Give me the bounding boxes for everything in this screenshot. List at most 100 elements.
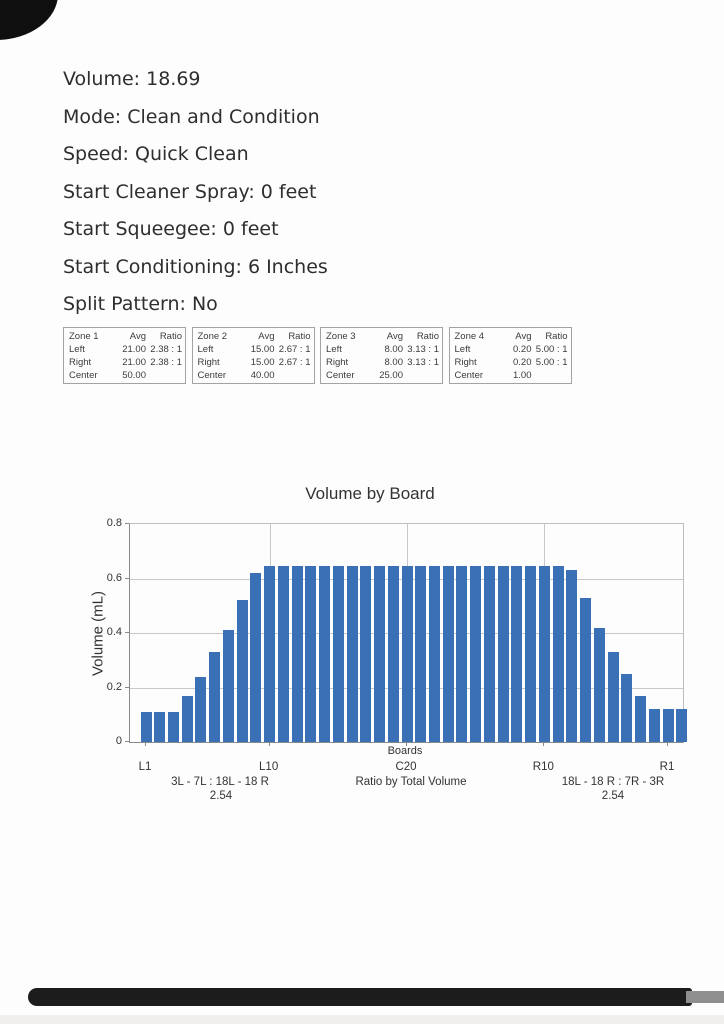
zone-row-left: Left 21.00 2.38 : 1 [69,344,182,355]
bar-R9 [552,566,564,742]
scan-artifact-bottom-edge [0,1015,724,1024]
bar-undefined [676,709,688,742]
zone-row-right: Right 15.00 2.67 : 1 [197,357,311,368]
bar-R19 [415,566,427,742]
y-tick-mark [125,686,129,688]
chart-title: Volume by Board [305,484,435,503]
settings-line: Speed: Quick Clean [63,143,249,165]
settings-line: Start Cleaner Spray: 0 feet [63,180,317,203]
y-tick-mark [125,632,129,633]
settings-line: Start Conditioning: 6 Inches [63,255,328,278]
bar-R1 [662,709,674,742]
x-axis-title: Boards [387,745,423,757]
bar-L17 [360,566,372,742]
bar-L14 [319,566,331,742]
ratio-header: Ratio [159,331,182,342]
x-tick-mark [667,742,668,746]
avg-header: Avg [386,331,403,342]
bar-R14 [483,566,495,742]
bar-L15 [332,566,344,742]
bar-L13 [305,566,317,742]
y-tick-mark [125,577,129,579]
zone-row-center: Center 50.00 [69,370,146,381]
bar-L1 [140,712,152,742]
x-tick-mark [406,742,407,746]
y-tick-mark [125,741,129,742]
x-tick-label-L10: L10 [259,761,279,773]
bar-L16 [346,566,358,742]
y-tick-label: 0.8 [106,517,122,529]
bar-L5 [195,676,207,742]
y-tick-mark [125,523,129,524]
zone-box-2: Zone 2 Avg Ratio Left 15.00 2.67 : 1 Right 15.0… [191,327,315,384]
y-tick-label: 0 [115,735,122,747]
right-ratio-annotation: 18L - 18 R : 7R - 3R [561,776,665,788]
ratio-header: Ratio [545,331,568,342]
x-tick-label-R1: R1 [659,761,675,773]
settings-line: Mode: Clean and Condition [63,105,320,128]
zone-box-4: Zone 4 Avg Ratio Left 0.20 5.00 : 1 Right 0.20 5… [448,327,572,384]
bar-R5 [607,652,619,742]
bar-L4 [181,695,193,742]
zone-row-left: Left 0.20 5.00 : 1 [454,344,568,355]
x-tick-mark [145,742,146,746]
y-tick-label: 0.4 [106,626,122,638]
ratio-header: Ratio [288,331,311,342]
bar-R4 [621,673,633,742]
bar-L6 [209,652,221,742]
bar-R6 [593,627,605,742]
zone-name: Zone 3 [326,331,356,342]
bar-L18 [374,566,386,742]
bar-L19 [387,566,399,742]
zone-box-1: Zone 1 Avg Ratio Left 21.00 2.38 : 1 Right 21.0… [63,327,186,384]
plot-area [129,523,688,743]
bar-L10 [264,566,276,742]
bar-L3 [167,712,179,742]
scan-artifact-corner-blob [0,0,58,40]
settings-text-block: Volume: 18.69 Mode: Clean and Condition Sp… [63,64,328,327]
zone-row-left: Left 8.00 3.13 : 1 [326,344,439,355]
ratio-header: Ratio [416,331,439,342]
bar-R7 [580,597,592,742]
x-tick-label-C20: C20 [395,761,417,773]
bar-R3 [635,695,647,742]
scan-artifact-bottom-band [28,988,692,1006]
center-ratio-annotation: Ratio by Total Volume [355,776,467,788]
zone-row-left: Left 15.00 2.67 : 1 [197,344,311,355]
bar-R18 [428,566,440,742]
avg-header: Avg [515,331,532,342]
settings-line: Start Squeegee: 0 feet [63,218,279,240]
bar-R2 [648,709,660,742]
bar-L12 [291,566,303,742]
bar-L7 [222,630,234,742]
zone-row-center: Center 40.00 [197,370,275,381]
left-ratio-value: 2.54 [209,790,233,802]
settings-line: Split Pattern: No [63,293,218,315]
x-tick-mark [268,742,270,746]
bar-R11 [525,566,537,742]
zone-name: Zone 2 [197,331,228,342]
bar-R13 [497,566,509,742]
zone-row-right: Right 8.00 3.13 : 1 [326,357,439,368]
bar-C20 [401,566,413,742]
zone-row-center: Center 1.00 [454,370,532,381]
x-tick-label-R10: R10 [532,761,554,773]
bar-R8 [566,570,578,742]
right-ratio-value: 2.54 [601,790,625,802]
zone-row-right: Right 21.00 2.38 : 1 [69,357,182,368]
zone-row-center: Center 25.00 [326,370,403,381]
bar-R16 [456,566,468,742]
zone-name: Zone 4 [454,331,485,342]
bar-R10 [538,566,550,742]
bar-L8 [236,600,248,742]
bar-R15 [470,566,482,742]
avg-header: Avg [129,331,146,342]
y-tick-label: 0.6 [106,571,122,584]
zone-name: Zone 1 [69,331,99,342]
bar-R12 [511,566,523,742]
bar-L2 [154,712,166,742]
avg-header: Avg [258,331,275,342]
zone-row-right: Right 0.20 5.00 : 1 [454,357,568,368]
bar-R17 [442,566,454,742]
